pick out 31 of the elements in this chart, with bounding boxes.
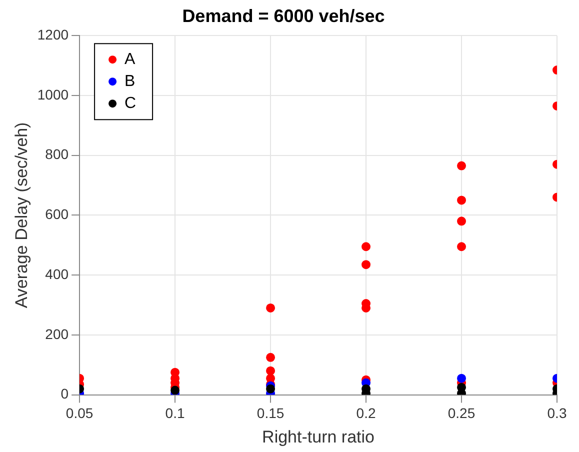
point <box>266 352 276 362</box>
x-tick-label: 0.25 <box>448 405 476 422</box>
point <box>362 260 371 270</box>
point <box>266 303 276 312</box>
x-axis-title: Right-turn ratio <box>262 427 374 446</box>
y-tick-label: 800 <box>45 146 69 162</box>
x-tick-label: 0.15 <box>256 405 284 422</box>
point <box>266 384 276 394</box>
point <box>457 242 466 252</box>
y-tick-label: 400 <box>45 266 69 282</box>
x-tick-label: 0.05 <box>66 405 94 422</box>
point <box>457 216 466 226</box>
y-axis-title: Average Delay (sec/veh) <box>12 122 31 308</box>
legend-label: B <box>124 73 136 90</box>
point <box>266 366 276 376</box>
point <box>457 374 466 383</box>
y-tick-label: 0 <box>60 386 69 402</box>
legend-label: A <box>124 51 136 68</box>
point <box>457 161 466 170</box>
legend-label: C <box>124 95 136 112</box>
point <box>457 196 466 205</box>
y-tick-label: 1200 <box>37 26 69 42</box>
y-tick-label: 200 <box>45 326 69 342</box>
x-tick-label: 0.1 <box>165 405 185 422</box>
point <box>170 386 180 395</box>
point <box>362 242 371 252</box>
chart-title: Demand = 6000 veh/sec <box>182 6 385 26</box>
x-tick-label: 0.2 <box>356 405 376 422</box>
x-tick-label: 0.3 <box>547 405 567 422</box>
y-tick-label: 600 <box>45 206 69 222</box>
y-tick-label: 1000 <box>37 86 69 102</box>
